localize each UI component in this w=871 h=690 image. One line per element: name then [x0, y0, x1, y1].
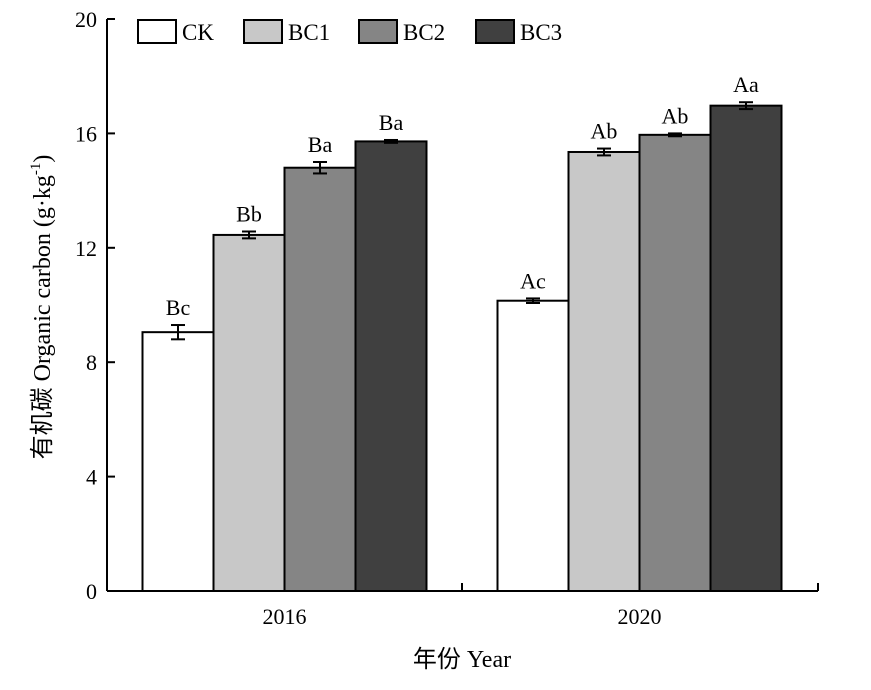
error-bar-bc1-2020 — [597, 147, 611, 157]
bar-bc2-2016 — [283, 166, 357, 592]
significance-label-bc3-2020: Aa — [733, 72, 759, 97]
y-tick-label-8: 8 — [86, 350, 97, 375]
error-bar-bc3-2016 — [384, 138, 398, 144]
legend-label-bc1: BC1 — [288, 20, 330, 45]
error-bar-bc2-2016 — [313, 161, 327, 175]
significance-labels-layer: Bc Bb Ba Ba Ac Ab Ab Aa — [166, 72, 759, 320]
significance-label-bc2-2016: Ba — [308, 132, 333, 157]
legend-label-bc2: BC2 — [403, 20, 445, 45]
y-axis-title-end: ) — [30, 155, 56, 163]
y-tick-label-0: 0 — [86, 579, 97, 604]
y-tick-label-12: 12 — [75, 236, 97, 261]
legend: CK BC1 BC2 BC3 — [137, 19, 562, 45]
significance-label-bc3-2016: Ba — [379, 110, 404, 135]
legend-item-bc1: BC1 — [243, 19, 330, 45]
legend-label-ck: CK — [182, 20, 214, 45]
y-axis-title: 有机碳 Organic carbon (g·kg-1) — [28, 155, 56, 460]
bar-ck-2016 — [141, 331, 215, 592]
significance-label-ck-2016: Bc — [166, 295, 191, 320]
x-tick-label-2020: 2020 — [618, 604, 662, 629]
bar-bc1-2020 — [567, 150, 641, 593]
error-bar-bc1-2016 — [242, 230, 256, 240]
significance-label-ck-2020: Ac — [520, 268, 546, 293]
legend-swatch-bc3 — [475, 19, 515, 44]
legend-item-bc2: BC2 — [358, 19, 445, 45]
significance-label-bc2-2020: Ab — [662, 103, 689, 128]
significance-label-bc1-2020: Ab — [591, 119, 618, 144]
bar-bc3-2016 — [354, 140, 428, 593]
bar-bc3-2020 — [709, 104, 783, 593]
y-axis-title-superscript: -1 — [28, 163, 44, 176]
legend-item-bc3: BC3 — [475, 19, 562, 45]
y-tick-label-4: 4 — [86, 465, 97, 490]
error-bar-ck-2020 — [526, 297, 540, 304]
legend-swatch-ck — [137, 19, 177, 44]
legend-label-bc3: BC3 — [520, 20, 562, 45]
y-tick-label-20: 20 — [75, 7, 97, 32]
x-tick-label-2016: 2016 — [263, 604, 307, 629]
y-tick-label-16: 16 — [75, 121, 97, 146]
y-axis-title-main: 有机碳 Organic carbon (g·kg — [29, 175, 56, 459]
bar-bc2-2020 — [638, 133, 712, 593]
axes-layer: 0 4 8 12 16 20 2016 2020 — [75, 7, 819, 629]
error-bar-ck-2016 — [171, 324, 185, 341]
error-bars-layer — [171, 101, 753, 341]
error-bar-bc3-2020 — [739, 101, 753, 111]
significance-label-bc1-2016: Bb — [236, 201, 262, 226]
bar-bc1-2016 — [212, 233, 286, 592]
legend-swatch-bc1 — [243, 19, 283, 44]
x-axis-title: 年份 Year — [413, 646, 511, 673]
bar-ck-2020 — [496, 299, 570, 592]
bars-layer — [141, 104, 783, 593]
error-bar-bc2-2020 — [668, 132, 682, 138]
legend-swatch-bc2 — [358, 19, 398, 44]
legend-item-ck: CK — [137, 19, 214, 45]
